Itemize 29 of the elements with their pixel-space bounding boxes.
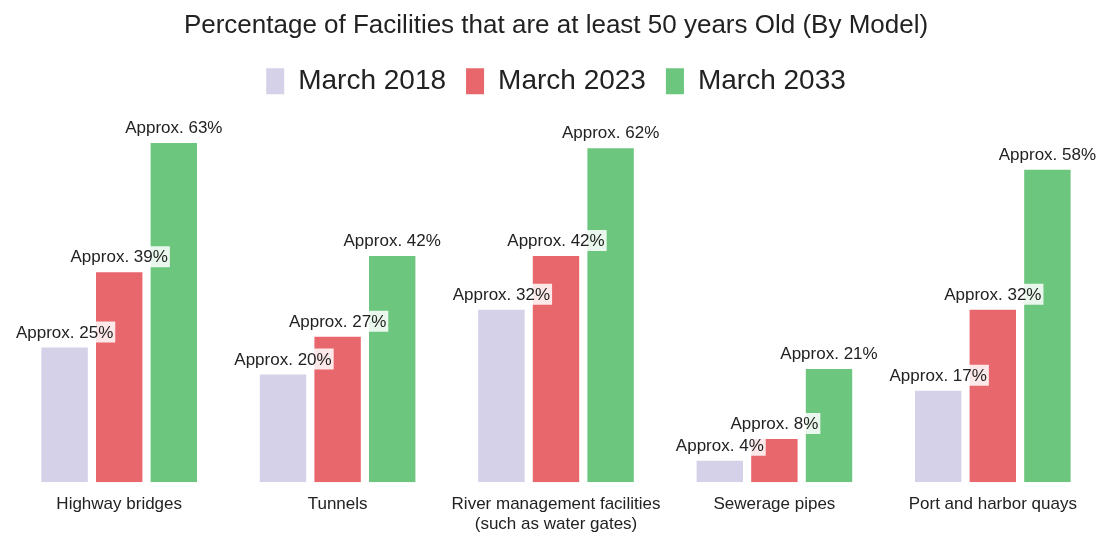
bar	[478, 309, 525, 483]
legend-label: March 2023	[498, 63, 646, 95]
chart-title: Percentage of Facilities that are at least 50 years Old (By Model)	[183, 8, 929, 39]
data-label: Approx. 27%	[288, 311, 387, 331]
x-tick-label: Sewerage pipes	[713, 494, 836, 514]
data-label: Approx. 58%	[998, 145, 1097, 165]
x-tick-label: Highway bridges	[56, 494, 183, 514]
bar	[915, 390, 962, 483]
x-tick-label: Tunnels	[307, 494, 368, 514]
data-label: Approx. 25%	[15, 322, 114, 342]
data-label: Approx. 62%	[561, 123, 660, 143]
data-label: Approx. 20%	[234, 349, 332, 369]
data-label: Approx. 8%	[730, 414, 819, 434]
data-label: Approx. 32%	[944, 285, 1042, 305]
data-label: Approx. 21%	[780, 344, 878, 364]
data-label: Approx. 63%	[125, 118, 223, 138]
legend-label: March 2033	[697, 63, 846, 95]
data-label: Approx. 42%	[507, 231, 605, 251]
bar	[41, 347, 88, 483]
bar	[696, 460, 744, 483]
x-tick-label: River management facilities (such as water gates)	[451, 494, 661, 534]
bar	[259, 374, 307, 483]
data-label: Approx. 4%	[675, 435, 764, 455]
data-label: Approx. 32%	[452, 285, 551, 305]
data-label: Approx. 17%	[889, 365, 987, 385]
legend-label: March 2018	[298, 63, 447, 95]
data-label: Approx. 39%	[70, 247, 168, 267]
data-label: Approx. 42%	[343, 231, 441, 251]
x-tick-label: Port and harbor quays	[908, 494, 1077, 514]
